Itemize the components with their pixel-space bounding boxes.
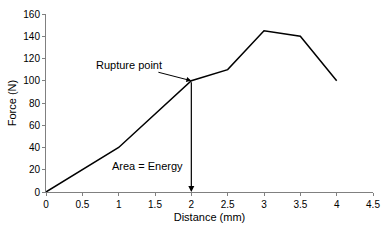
svg-text:4.5: 4.5 xyxy=(366,199,380,210)
svg-text:120: 120 xyxy=(23,53,40,64)
svg-text:Distance (mm): Distance (mm) xyxy=(174,211,246,223)
svg-text:140: 140 xyxy=(23,31,40,42)
svg-text:0.5: 0.5 xyxy=(75,199,89,210)
svg-text:2: 2 xyxy=(189,199,195,210)
svg-text:0: 0 xyxy=(34,187,40,198)
svg-text:4: 4 xyxy=(334,199,340,210)
svg-text:3.5: 3.5 xyxy=(293,199,307,210)
svg-text:1: 1 xyxy=(116,199,122,210)
svg-text:20: 20 xyxy=(29,164,41,175)
svg-text:0: 0 xyxy=(43,199,49,210)
svg-text:80: 80 xyxy=(29,98,41,109)
svg-text:Area = Energy: Area = Energy xyxy=(112,160,183,172)
svg-text:100: 100 xyxy=(23,75,40,86)
svg-text:1.5: 1.5 xyxy=(148,199,162,210)
svg-text:2.5: 2.5 xyxy=(221,199,235,210)
svg-text:Rupture point: Rupture point xyxy=(96,59,162,71)
svg-text:40: 40 xyxy=(29,142,41,153)
svg-text:Force (N): Force (N) xyxy=(6,80,18,126)
svg-text:3: 3 xyxy=(261,199,267,210)
svg-text:160: 160 xyxy=(23,9,40,20)
svg-text:60: 60 xyxy=(29,120,41,131)
